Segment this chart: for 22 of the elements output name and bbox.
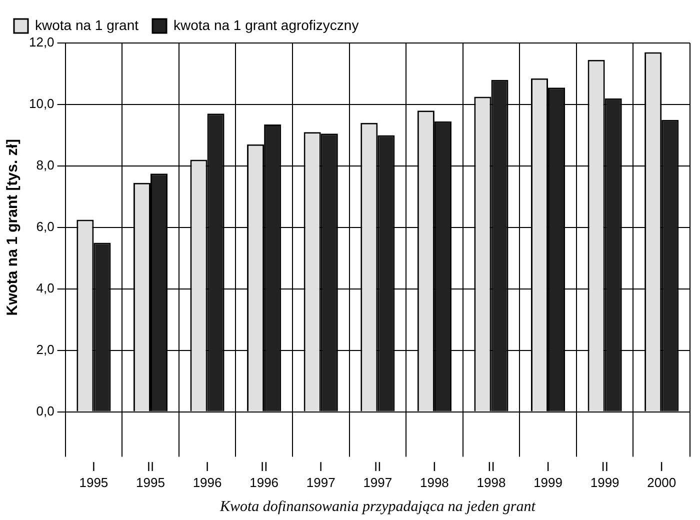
x-tick-label: II 1998: [476, 459, 506, 490]
y-tick-label: 8,0: [36, 158, 54, 173]
y-tick-label: 6,0: [36, 218, 54, 234]
y-tick-label: 4,0: [36, 280, 54, 296]
y-tick-label: 12,0: [28, 34, 54, 50]
y-tick-label: 10,0: [28, 96, 54, 112]
x-tick-label: I 1999: [534, 459, 562, 490]
legend-label: kwota na 1 grant agrofizyczny: [174, 16, 359, 33]
x-axis-title: Kwota dofinansowania przypadająca na jeden grant: [218, 498, 536, 515]
x-tick-label: II 1997: [363, 459, 392, 490]
x-tick-label: I 1998: [420, 459, 449, 490]
x-tick-label: II 1995: [136, 459, 165, 490]
y-axis-title: Kwota na 1 grant [tys. zł]: [4, 139, 22, 316]
x-tick-label: I 2000: [647, 459, 676, 490]
x-tick-label: I 1997: [306, 459, 336, 490]
x-tick-label: II 1999: [590, 459, 620, 490]
y-tick-label: 0,0: [36, 403, 54, 418]
legend-label: kwota na 1 grant: [35, 16, 139, 33]
x-tick-label: I 1996: [192, 459, 222, 490]
y-tick-label: 2,0: [36, 342, 54, 357]
x-tick-label: II 1996: [250, 459, 279, 490]
x-tick-label: I 1995: [79, 459, 108, 490]
